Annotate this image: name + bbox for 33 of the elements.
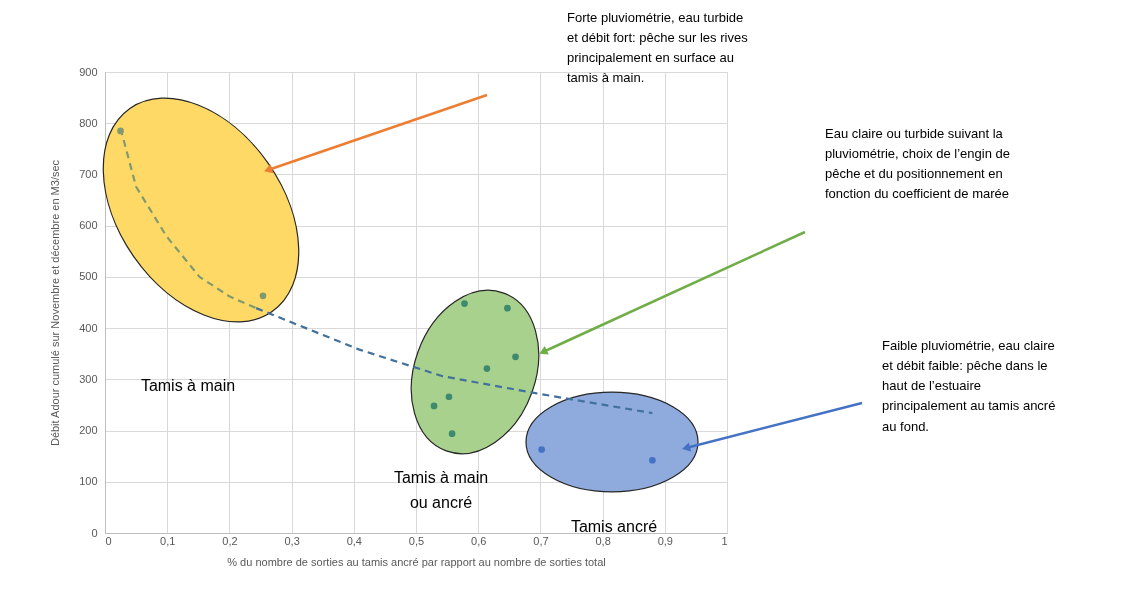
x-tick-label: 0,6 <box>471 534 487 547</box>
x-tick-label: 0,4 <box>346 534 362 547</box>
y-tick-label: 300 <box>79 372 98 385</box>
y-tick-label: 500 <box>79 270 98 283</box>
annotation: Tamis à main ou ancré <box>393 469 489 511</box>
point <box>538 446 545 453</box>
y-tick-label: 400 <box>79 321 98 334</box>
y-tick-label: 200 <box>79 424 98 437</box>
annotation: Forte pluviométrie, eau turbide et débit fort: pêche sur les rives principalement en surface au tamis à main. <box>567 10 749 86</box>
x-axis-title: % du nombre de sorties au tamis ancré par rapport au nombre de sorties total <box>227 555 606 568</box>
y-tick-label: 600 <box>79 219 98 232</box>
point <box>259 292 267 300</box>
y-tick-label: 700 <box>79 167 98 180</box>
point <box>117 127 124 135</box>
x-tick-label: 0,1 <box>160 534 176 547</box>
text: Faible pluviométrie, eau claire et débit faible: pêche dans le haut de l’estuaire principalement au tamis ancré au fond. <box>882 338 1056 434</box>
y-axis-title: Débit Adour cumulé sur Novembre et décembre en M3/sec <box>49 159 62 447</box>
point <box>649 456 656 464</box>
y-tick-label: 900 <box>79 65 98 78</box>
x-tick-label: 0 <box>105 534 112 547</box>
x-tick-label: 0,2 <box>222 534 238 547</box>
y-tick-label: 800 <box>79 116 98 129</box>
text: Eau claire ou turbide suivant la pluviométrie, choix de l’engin de pêche et du positionnement en fonction du coefficient de marée <box>825 126 1010 202</box>
x-tick-label: 1 <box>721 534 728 547</box>
x-tick-label: 0,5 <box>408 534 425 547</box>
annotation: Tamis ancré <box>570 518 658 535</box>
x-tick-label: 0,7 <box>533 534 549 547</box>
y-tick-label: 0 <box>91 526 98 539</box>
x-tick-label: 0,9 <box>657 534 673 547</box>
y-tick-label: 100 <box>79 475 98 488</box>
x-tick-label: 0,3 <box>284 534 300 547</box>
annotation: Tamis à main <box>140 377 236 394</box>
x-tick-label: 0,8 <box>595 534 611 547</box>
